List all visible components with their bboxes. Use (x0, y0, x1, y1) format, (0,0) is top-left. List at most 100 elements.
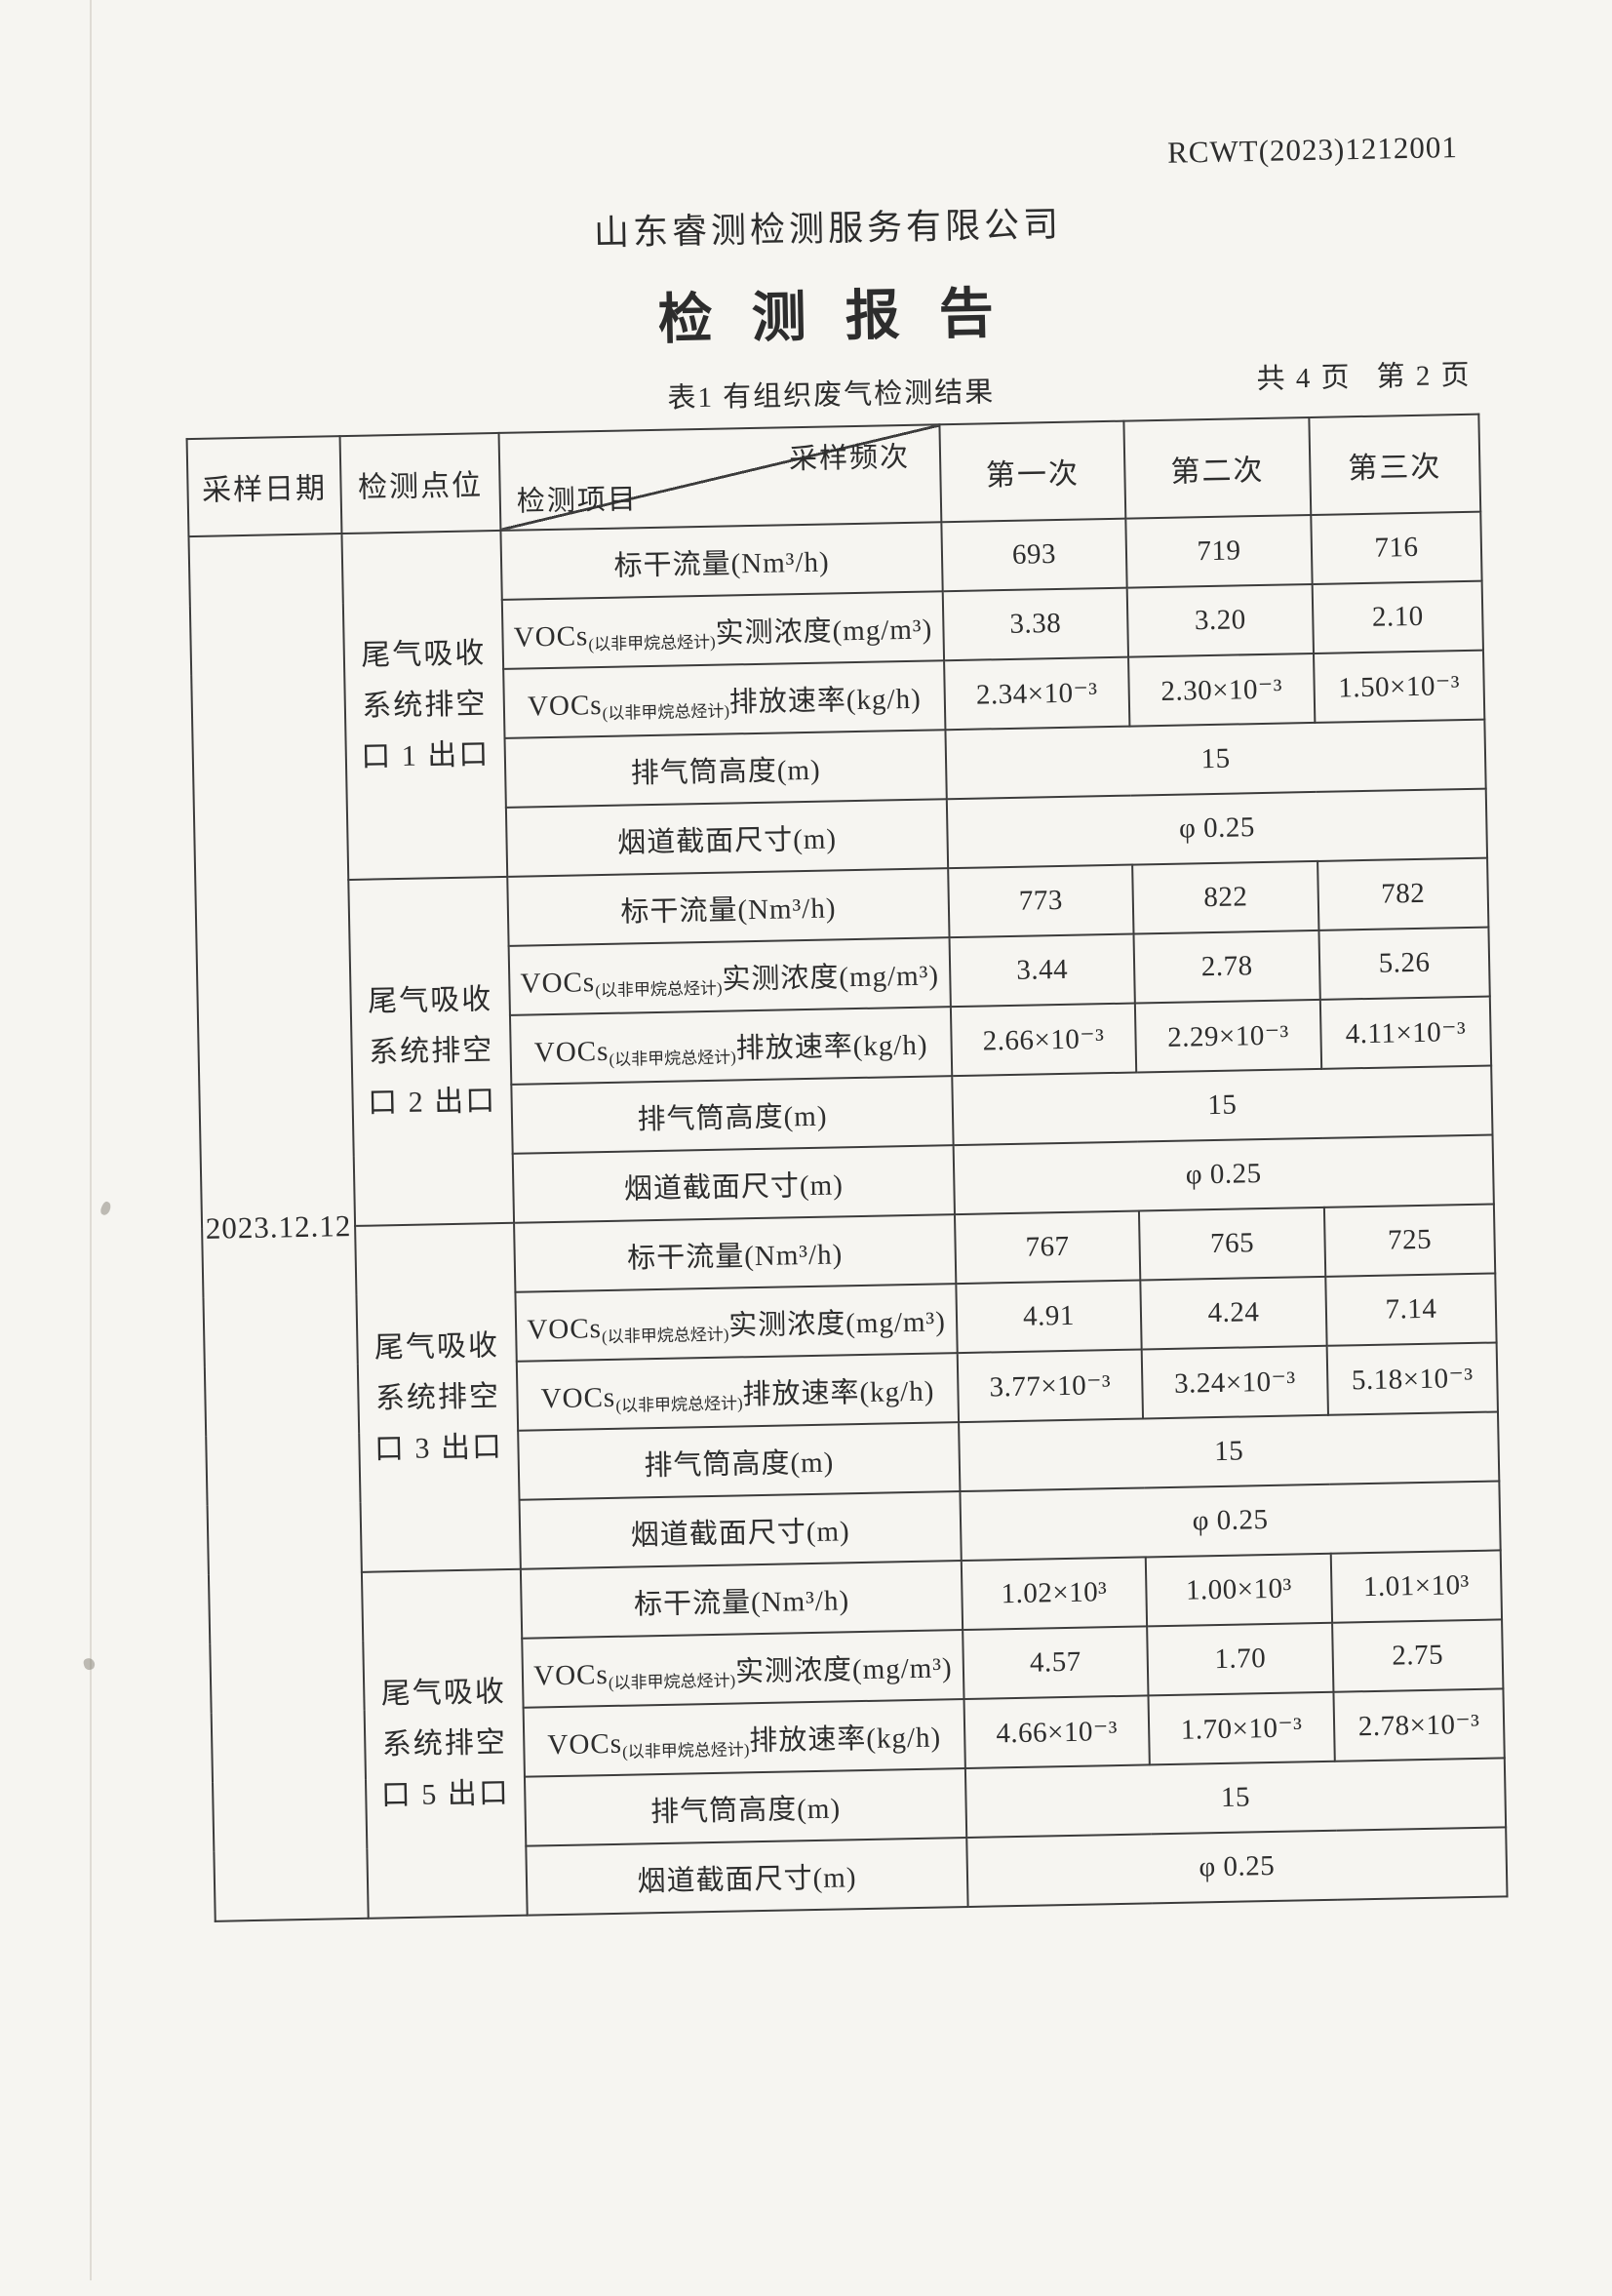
document-header: 山东睿测检测服务有限公司 检 测 报 告 (181, 188, 1476, 364)
label-main: 排气筒高度(m) (649, 1792, 842, 1828)
page-current: 第 2 页 (1376, 359, 1472, 393)
row-label: VOCs(以非甲烷总烃计)排放速率(kg/h) (516, 1353, 960, 1431)
value-cell: 2.66×10⁻³ (950, 1003, 1137, 1077)
value-cell: 2.30×10⁻³ (1128, 653, 1316, 727)
header-item: 检测项目 (516, 484, 639, 518)
merged-value-cell: 15 (945, 719, 1486, 800)
label-subscript: (以非甲烷总烃计) (615, 1393, 743, 1415)
row-label: VOCs(以非甲烷总烃计)排放速率(kg/h) (503, 660, 946, 738)
label-main: 排气筒高度(m) (644, 1446, 835, 1482)
value-cell: 1.02×10³ (961, 1557, 1148, 1631)
paper-fold-line (90, 0, 92, 2280)
label-main: 烟道截面尺寸(m) (637, 1861, 857, 1897)
row-label: VOCs(以非甲烷总烃计)实测浓度(mg/m³) (501, 591, 945, 669)
label-subscript: (以非甲烷总烃计) (601, 1325, 729, 1346)
value-cell: 725 (1323, 1204, 1496, 1277)
value-cell: 4.66×10⁻³ (963, 1695, 1150, 1769)
row-label: VOCs(以非甲烷总烃计)排放速率(kg/h) (523, 1699, 965, 1777)
value-cell: 4.91 (956, 1280, 1142, 1354)
row-label: 排气筒高度(m) (518, 1422, 961, 1500)
label-subscript: (以非甲烷总烃计) (595, 978, 723, 1000)
row-label: 烟道截面尺寸(m) (519, 1491, 962, 1569)
row-label: 标干流量(Nm³/h) (514, 1214, 957, 1292)
row-label: 烟道截面尺寸(m) (526, 1838, 968, 1916)
value-cell: 5.18×10⁻³ (1326, 1342, 1498, 1415)
label-main: 标干流量(Nm³/h) (620, 891, 837, 929)
label-main: VOCs (520, 966, 596, 1000)
document-title: 检 测 报 告 (657, 284, 1003, 351)
point-cell: 尾气吸收 系统排空 口 1 出口 (341, 530, 508, 881)
value-cell: 3.77×10⁻³ (957, 1349, 1144, 1423)
merged-value-cell: φ 0.25 (966, 1827, 1508, 1907)
label-main: VOCs (527, 689, 603, 722)
merged-value-cell: φ 0.25 (953, 1134, 1494, 1215)
row-label: 烟道截面尺寸(m) (512, 1145, 955, 1223)
row-label: 标干流量(Nm³/h) (500, 522, 943, 600)
row-label: 排气筒高度(m) (504, 730, 947, 808)
value-cell: 822 (1132, 860, 1319, 934)
results-table: 采样日期 检测点位 采样频次 检测项目 第一次 第二次 第三次 2023.12.… (186, 414, 1509, 1922)
row-label: VOCs(以非甲烷总烃计)实测浓度(mg/m³) (508, 937, 951, 1015)
label-main: VOCs (513, 619, 589, 653)
label-rest: 实测浓度(mg/m³) (722, 959, 940, 996)
row-label: VOCs(以非甲烷总烃计)实测浓度(mg/m³) (522, 1630, 964, 1708)
label-main: VOCs (527, 1312, 603, 1346)
label-main: VOCs (533, 1035, 609, 1068)
row-label: VOCs(以非甲烷总烃计)排放速率(kg/h) (509, 1007, 953, 1085)
header-frequency: 采样频次 (788, 441, 911, 476)
value-cell: 5.26 (1318, 927, 1490, 1000)
value-cell: 2.29×10⁻³ (1134, 999, 1322, 1073)
label-rest: 实测浓度(mg/m³) (727, 1305, 947, 1342)
merged-value-cell: φ 0.25 (960, 1481, 1501, 1562)
value-cell: 3.44 (949, 933, 1135, 1008)
label-main: 烟道截面尺寸(m) (623, 1168, 845, 1206)
page-indicator: 共 4 页第 2 页 (1231, 352, 1472, 398)
value-cell: 1.50×10⁻³ (1314, 650, 1485, 723)
value-cell: 767 (954, 1210, 1141, 1285)
label-main: VOCs (540, 1381, 616, 1414)
header-run-1: 第一次 (939, 420, 1126, 523)
label-main: 标干流量(Nm³/h) (626, 1238, 844, 1275)
label-main: 烟道截面尺寸(m) (616, 822, 838, 859)
merged-value-cell: 15 (964, 1758, 1507, 1839)
pages-total: 共 4 页 (1256, 362, 1352, 396)
label-subscript: (以非甲烷总烃计) (609, 1047, 736, 1069)
label-rest: 实测浓度(mg/m³) (734, 1651, 953, 1688)
header-point: 检测点位 (339, 432, 501, 534)
merged-value-cell: 15 (959, 1411, 1500, 1492)
label-main: 烟道截面尺寸(m) (630, 1515, 850, 1552)
value-cell: 3.20 (1126, 583, 1315, 657)
label-subscript: (以非甲烷总烃计) (588, 632, 716, 653)
label-subscript: (以非甲烷总烃计) (602, 700, 730, 723)
value-cell: 7.14 (1325, 1273, 1497, 1346)
report-number: RCWT(2023)1212001 (1166, 130, 1459, 170)
row-label: VOCs(以非甲烷总烃计)实测浓度(mg/m³) (515, 1284, 958, 1362)
value-cell: 782 (1317, 857, 1489, 930)
label-main: 排气筒高度(m) (637, 1100, 828, 1135)
label-main: 排气筒高度(m) (630, 754, 821, 789)
label-main: 标干流量(Nm³/h) (613, 545, 830, 582)
value-cell: 773 (948, 864, 1134, 938)
row-label: 排气筒高度(m) (511, 1076, 954, 1154)
label-main: VOCs (532, 1658, 609, 1692)
label-rest: 排放速率(kg/h) (742, 1375, 935, 1410)
company-name: 山东睿测检测服务有限公司 (593, 204, 1063, 254)
value-cell: 1.70 (1147, 1622, 1334, 1696)
row-label: 烟道截面尺寸(m) (505, 799, 949, 877)
value-cell: 716 (1311, 511, 1482, 584)
label-rest: 排放速率(kg/h) (735, 1029, 928, 1064)
label-rest: 实测浓度(mg/m³) (715, 613, 933, 650)
value-cell: 2.10 (1312, 580, 1483, 653)
value-cell: 765 (1138, 1207, 1326, 1281)
label-main: VOCs (547, 1727, 623, 1761)
value-cell: 693 (941, 518, 1127, 592)
label-subscript: (以非甲烷总烃计) (608, 1671, 736, 1692)
header-run-3: 第三次 (1309, 414, 1481, 515)
row-label: 标干流量(Nm³/h) (507, 868, 950, 946)
merged-value-cell: φ 0.25 (946, 788, 1488, 869)
point-cell: 尾气吸收 系统排空 口 5 出口 (361, 1568, 528, 1919)
value-cell: 719 (1125, 514, 1313, 588)
header-diagonal-cell: 采样频次 检测项目 (498, 424, 942, 531)
